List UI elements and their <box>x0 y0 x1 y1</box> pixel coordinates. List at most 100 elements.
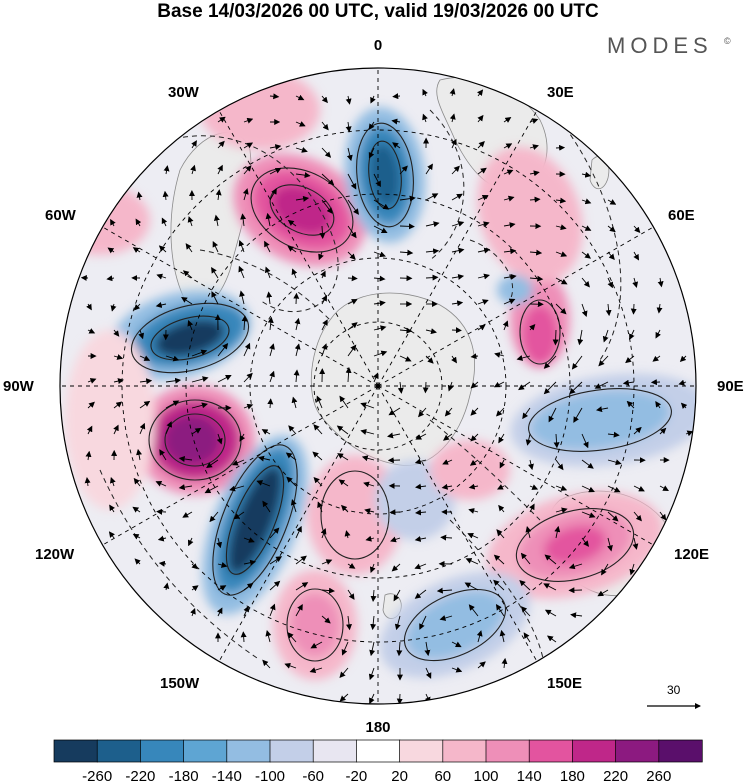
contour-line <box>403 588 507 662</box>
wind-vector <box>373 275 386 282</box>
map-title: Base 14/03/2026 00 UTC, valid 19/03/2026… <box>157 1 599 22</box>
wind-vector <box>269 580 281 591</box>
wind-vector <box>548 407 557 423</box>
wind-vector <box>573 407 583 423</box>
wind-vector <box>498 504 505 513</box>
contour-line-dashed <box>139 135 339 312</box>
contour-line <box>130 302 250 374</box>
wind-vector <box>258 455 271 462</box>
wind-vector <box>425 248 440 255</box>
wind-vector <box>529 249 543 256</box>
wind-vector <box>364 508 375 514</box>
lon-label-120e: 120E <box>674 546 709 563</box>
wind-vector <box>529 275 544 282</box>
wind-vector <box>135 218 142 227</box>
wind-vector <box>555 224 567 231</box>
wind-vector <box>528 459 534 471</box>
wind-vector <box>499 629 506 643</box>
wind-vector <box>209 511 219 523</box>
wind-vector <box>233 511 245 520</box>
wind-vector <box>265 212 272 227</box>
wind-vector <box>581 511 596 518</box>
wind-vector <box>477 221 490 228</box>
wind-vector <box>178 484 193 491</box>
wind-vector <box>217 164 223 175</box>
wind-vector <box>339 667 349 679</box>
wind-vector <box>264 266 271 279</box>
wind-vector <box>569 381 583 395</box>
wind-vector <box>470 407 479 416</box>
wind-vector <box>347 173 357 190</box>
wind-vector <box>451 273 465 280</box>
wind-vector <box>370 615 377 631</box>
wind-vector <box>155 481 167 487</box>
wind-vector <box>269 370 275 383</box>
wind-vector <box>132 533 141 540</box>
wind-vector <box>493 554 505 565</box>
wind-vector <box>451 641 462 648</box>
wind-vector <box>347 344 357 357</box>
wind-vector <box>109 476 116 487</box>
wind-vector <box>85 450 92 461</box>
wind-vector <box>449 88 456 97</box>
wind-vector <box>285 452 297 461</box>
wind-vector <box>113 424 119 435</box>
wind-vector <box>155 302 167 308</box>
colorbar-tick-label: 20 <box>391 768 408 783</box>
wind-vector <box>347 251 356 260</box>
wind-vector <box>685 430 694 437</box>
wind-vector <box>373 300 386 307</box>
south-pole-marker <box>375 383 381 389</box>
contour-line-dashed <box>449 519 546 701</box>
wind-vector <box>87 328 96 334</box>
wind-vector <box>498 433 505 444</box>
wind-vector <box>313 424 323 435</box>
wind-vector <box>399 195 416 202</box>
wind-vector <box>284 662 297 669</box>
wind-vector <box>396 641 403 657</box>
wind-vector <box>185 243 193 253</box>
contour-line-dashed <box>99 469 261 661</box>
wind-vector <box>602 329 609 343</box>
colorbar-swatch <box>269 739 314 763</box>
wind-vector <box>265 630 272 643</box>
polar-map <box>60 68 696 704</box>
wind-vector <box>629 563 636 576</box>
meridian-line <box>218 110 379 387</box>
wind-vector <box>312 451 323 461</box>
wind-vector <box>215 189 222 201</box>
wind-vector <box>267 398 274 409</box>
wind-vector <box>503 298 516 305</box>
wind-vector <box>607 511 619 522</box>
wind-vector <box>206 459 219 469</box>
wind-vector <box>529 196 541 203</box>
wind-vector <box>493 381 505 388</box>
wind-vector <box>370 95 376 104</box>
wind-vector <box>256 480 271 487</box>
contour-line <box>519 299 561 365</box>
wind-vector <box>269 188 277 201</box>
contour-line <box>212 444 298 596</box>
wind-vector <box>262 659 271 669</box>
wind-vector <box>321 587 335 594</box>
wind-vector <box>387 432 401 439</box>
wind-vector <box>156 273 167 280</box>
wind-vector <box>238 265 245 279</box>
colorbar-swatch <box>53 739 98 763</box>
wind-vector <box>543 355 557 369</box>
wind-vector <box>320 270 326 279</box>
colorbar-swatch <box>312 739 358 763</box>
wind-vector <box>310 641 323 649</box>
wind-vector <box>470 433 479 442</box>
wind-vectors <box>80 88 694 704</box>
wind-vector <box>607 459 622 466</box>
wind-vector <box>138 329 145 340</box>
madagascar-land <box>589 155 610 190</box>
wind-vector <box>607 225 616 233</box>
wind-vector <box>477 299 489 305</box>
wind-vector <box>347 562 356 569</box>
wind-vector <box>529 170 540 177</box>
wind-vector <box>339 395 349 409</box>
wind-vector <box>187 537 194 547</box>
lon-label-120w: 120W <box>35 546 75 563</box>
